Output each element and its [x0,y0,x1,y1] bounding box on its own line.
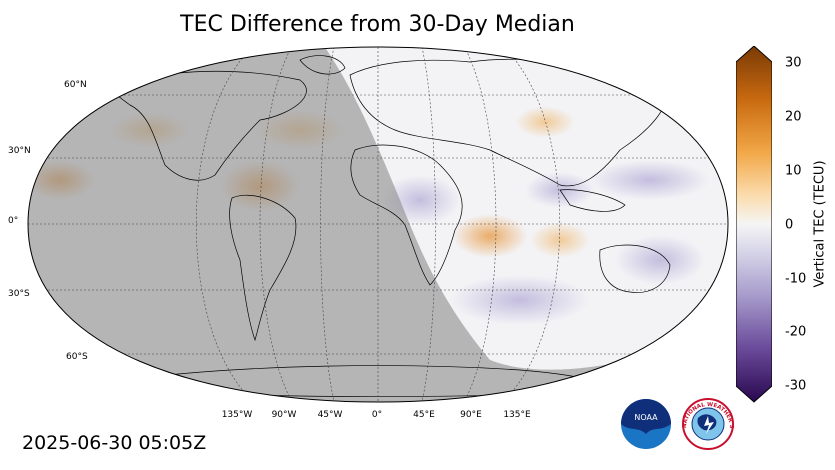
colorbar-label: Vertical TEC (TECU) [812,160,828,288]
noaa-logo-text: NOAA [634,413,658,422]
lon-label-45w: 45°W [317,410,343,420]
tec-anomaly-negative [450,275,590,325]
noaa-logo: NOAA [621,399,671,449]
colorbar-tick-30: 30 [785,55,802,71]
meridian-135e [510,54,561,394]
meridian-45w [320,47,335,402]
lon-label-90e: 90°E [460,410,482,420]
south-america-outline [229,194,297,342]
colorbar-tick-0: 0 [785,217,794,233]
lon-label-45e: 45°E [413,410,435,420]
colorbar-tick-neg30: -30 [785,378,807,394]
lon-label-135e: 135°E [503,410,531,420]
agency-logos: NOAA NATIONAL WEATHER SERVICE [620,398,734,450]
southeast-asia-outline [559,189,626,212]
tec-anomaly-positive [515,106,575,138]
meridian-90e [465,49,497,399]
timestamp: 2025-06-30 05:05Z [22,432,207,454]
lat-label-60s: 60°S [66,352,88,362]
tec-anomaly-positive [530,222,590,258]
eurasia-outline [349,59,667,187]
colorbar-gradient [736,46,772,403]
tec-anomaly-positive [452,214,528,258]
colorbar-tick-neg20: -20 [785,324,807,340]
map-title: TEC Difference from 30-Day Median [180,12,575,37]
meridian-45e [421,47,436,402]
lon-label-90w: 90°W [271,410,297,420]
lat-label-equator: 0° [8,216,19,226]
meridian-90w [259,49,291,399]
graticule [28,47,728,402]
colorbar-tick-10: 10 [785,163,802,179]
colorbar-tick-neg10: -10 [785,271,807,287]
globe-body [28,47,728,402]
lat-label-30s: 30°S [8,289,30,299]
australia-outline [599,244,671,293]
colorbar [736,46,772,403]
lon-label-135w: 135°W [221,410,253,420]
tec-anomaly-negative [590,160,710,200]
lat-label-30n: 30°N [8,146,31,156]
meridian-135w [195,54,246,394]
africa-outline [350,144,463,286]
greenland-outline [299,55,346,75]
globe-border [27,46,729,403]
lon-label-0: 0° [371,410,383,420]
north-america-outline [109,70,307,181]
tec-anomaly-negative [615,235,705,285]
colorbar-tick-20: 20 [785,109,802,125]
night-side-shade [28,47,728,402]
lat-label-60n: 60°N [64,80,87,90]
